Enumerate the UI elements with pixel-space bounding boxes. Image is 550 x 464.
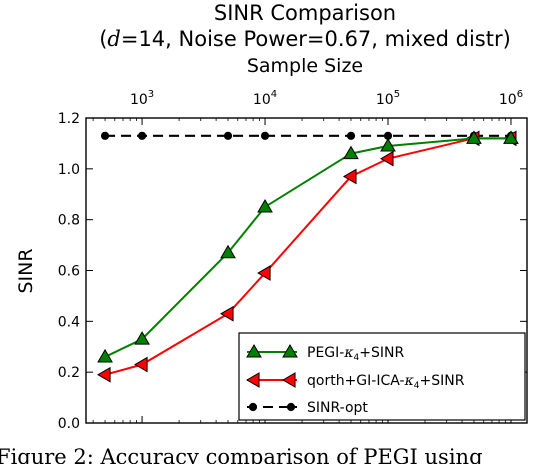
legend-marker-a-2: [248, 402, 258, 412]
data-point-2-4: [346, 131, 356, 140]
y-tick-label-5: 1.0: [58, 162, 80, 178]
legend-label-1: qorth+GI-ICA-κ4+SINR: [307, 373, 465, 391]
chart-subtitle-rest: =14, Noise Power=0.67, mixed distr): [121, 27, 511, 51]
y-axis-ticks: 0.0 0.2 0.4 0.6 0.8 1.0 1.2: [58, 111, 527, 432]
series-layer: [97, 130, 519, 383]
data-point-1-2: [220, 305, 234, 322]
legend-label-2: SINR-opt: [307, 400, 368, 416]
data-point-1-5: [380, 150, 394, 167]
x-tick-label-3: 106: [499, 89, 523, 108]
data-point-2-0: [100, 131, 110, 140]
series-2: [100, 131, 516, 140]
x-axis-label: Sample Size: [247, 55, 363, 77]
legend-marker-a-0: [246, 344, 262, 358]
x-tick-label-1: 104: [253, 89, 277, 108]
legend-label-0: PEGI-κ4+SINR: [307, 345, 404, 363]
legend-marker-a-1: [246, 372, 260, 388]
series-line-1: [104, 137, 511, 376]
data-point-0-7: [503, 130, 519, 144]
data-point-0-6: [466, 130, 482, 144]
chart-title: SINR Comparison: [214, 1, 396, 25]
data-point-0-4: [343, 145, 359, 160]
legend-entries: PEGI-κ4+SINR qorth+GI-ICA-κ4+SINR SINR-opt: [246, 344, 465, 416]
data-point-0-5: [380, 137, 396, 152]
legend-entry-2: SINR-opt: [247, 400, 368, 416]
y-tick-label-2: 0.4: [58, 314, 80, 330]
y-axis-label: SINR: [15, 248, 37, 293]
y-tick-label-0: 0.0: [58, 416, 80, 432]
data-point-2-2: [223, 131, 233, 140]
data-point-2-1: [137, 131, 147, 140]
data-point-0-1: [134, 331, 150, 345]
chart-subtitle: (d=14, Noise Power=0.67, mixed distr): [99, 27, 511, 51]
legend-marker-b-0: [282, 344, 298, 358]
series-line-0: [104, 137, 511, 358]
chart-subtitle-open: (: [99, 27, 107, 51]
data-point-0-3: [257, 198, 273, 213]
data-point-1-3: [257, 265, 271, 281]
data-point-0-0: [97, 348, 113, 363]
legend-entry-1: qorth+GI-ICA-κ4+SINR: [246, 372, 465, 391]
series-0: [97, 130, 519, 363]
y-tick-label-3: 0.6: [58, 264, 80, 280]
data-point-0-2: [220, 244, 236, 259]
y-tick-label-4: 0.8: [58, 213, 80, 229]
legend-marker-b-1: [282, 372, 296, 388]
data-point-1-0: [97, 366, 111, 383]
figure-caption: Figure 2: Accuracy comparison of PEGI us…: [0, 445, 483, 464]
data-point-1-4: [342, 168, 357, 185]
x-tick-label-0: 103: [130, 89, 154, 108]
x-axis-ticks: 103 104 105 106: [92, 89, 523, 423]
legend-marker-b-2: [286, 402, 296, 412]
legend-box: [238, 332, 526, 421]
y-tick-label-6: 1.2: [58, 111, 80, 127]
chart-subtitle-var: d: [107, 27, 120, 51]
x-tick-label-2: 105: [376, 89, 400, 108]
data-point-2-3: [260, 131, 270, 140]
legend: PEGI-κ4+SINR qorth+GI-ICA-κ4+SINR SINR-opt: [238, 332, 526, 421]
y-tick-label-1: 0.2: [58, 365, 80, 381]
data-point-1-1: [134, 356, 148, 373]
legend-entry-0: PEGI-κ4+SINR: [246, 344, 404, 363]
